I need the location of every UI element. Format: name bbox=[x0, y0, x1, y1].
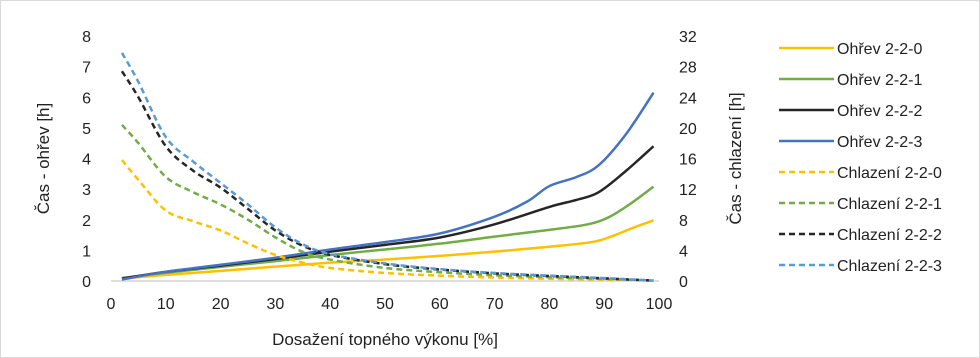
y-left-tick-label: 0 bbox=[82, 274, 91, 291]
x-tick-label: 80 bbox=[541, 296, 559, 313]
y-left-tick-label: 7 bbox=[82, 60, 91, 77]
x-axis-title: Dosažení topného výkonu [%] bbox=[272, 330, 498, 349]
legend-label: Chlazení 2-2-3 bbox=[837, 258, 942, 275]
series-layer bbox=[120, 52, 655, 282]
y-right-tick-label: 32 bbox=[679, 29, 697, 46]
y-left-tick-label: 5 bbox=[82, 121, 91, 138]
legend-item-8: Chlazení 2-2-3 bbox=[779, 258, 942, 275]
legend: Ohřev 2-2-0 Ohřev 2-2-1 Ohřev 2-2-2 Ohřev 2… bbox=[779, 41, 942, 275]
legend-label: Ohřev 2-2-3 bbox=[837, 134, 922, 151]
legend-label: Ohřev 2-2-1 bbox=[837, 72, 922, 89]
x-tick-label: 90 bbox=[595, 296, 613, 313]
y-right-tick-label: 12 bbox=[679, 182, 697, 199]
x-tick-label: 70 bbox=[486, 296, 504, 313]
series-line-1 bbox=[121, 219, 654, 280]
series-line-6 bbox=[121, 123, 654, 282]
y-right-tick-label: 24 bbox=[679, 90, 697, 107]
axes-layer: 0 10 20 30 40 50 60 70 80 90 100012345678048121620… bbox=[34, 29, 745, 349]
y-left-tick-label: 4 bbox=[82, 152, 91, 169]
y-right-tick-label: 8 bbox=[679, 213, 688, 230]
y-left-tick-label: 8 bbox=[82, 29, 91, 46]
y-right-tick-label: 20 bbox=[679, 121, 697, 138]
x-tick-label: 50 bbox=[376, 296, 394, 313]
legend-item-5: Chlazení 2-2-0 bbox=[779, 165, 942, 182]
series-line-4 bbox=[121, 91, 655, 281]
y-left-tick-label: 1 bbox=[82, 243, 91, 260]
legend-item-3: Ohřev 2-2-2 bbox=[779, 103, 922, 120]
y-left-tick-label: 3 bbox=[82, 182, 91, 199]
y-left-tick-label: 6 bbox=[82, 90, 91, 107]
legend-item-1: Ohřev 2-2-0 bbox=[779, 41, 922, 58]
series-line-5 bbox=[120, 159, 654, 282]
legend-label: Chlazení 2-2-1 bbox=[837, 196, 942, 213]
legend-item-4: Ohřev 2-2-3 bbox=[779, 134, 922, 151]
legend-item-2: Ohřev 2-2-1 bbox=[779, 72, 922, 89]
x-tick-label: 0 bbox=[107, 296, 116, 313]
y-right-tick-label: 0 bbox=[679, 274, 688, 291]
x-tick-label: 40 bbox=[321, 296, 339, 313]
y-right-axis-title: Čas - chlazení [h] bbox=[726, 92, 745, 224]
x-tick-label: 30 bbox=[267, 296, 285, 313]
y-right-tick-label: 28 bbox=[679, 60, 697, 77]
legend-label: Chlazení 2-2-0 bbox=[837, 165, 942, 182]
series-line-8 bbox=[120, 52, 654, 282]
legend-label: Chlazení 2-2-2 bbox=[837, 227, 942, 244]
legend-label: Ohřev 2-2-2 bbox=[837, 103, 922, 120]
y-right-tick-label: 16 bbox=[679, 152, 697, 169]
x-tick-label: 100 bbox=[646, 296, 673, 313]
y-left-tick-label: 2 bbox=[82, 213, 91, 230]
x-tick-label: 10 bbox=[157, 296, 175, 313]
legend-item-7: Chlazení 2-2-2 bbox=[779, 227, 942, 244]
x-tick-label: 20 bbox=[212, 296, 230, 313]
y-left-axis-title: Čas - ohřev [h] bbox=[34, 103, 53, 215]
legend-item-6: Chlazení 2-2-1 bbox=[779, 196, 942, 213]
legend-label: Ohřev 2-2-0 bbox=[837, 41, 922, 58]
x-tick-label: 60 bbox=[431, 296, 449, 313]
y-right-tick-label: 4 bbox=[679, 243, 688, 260]
